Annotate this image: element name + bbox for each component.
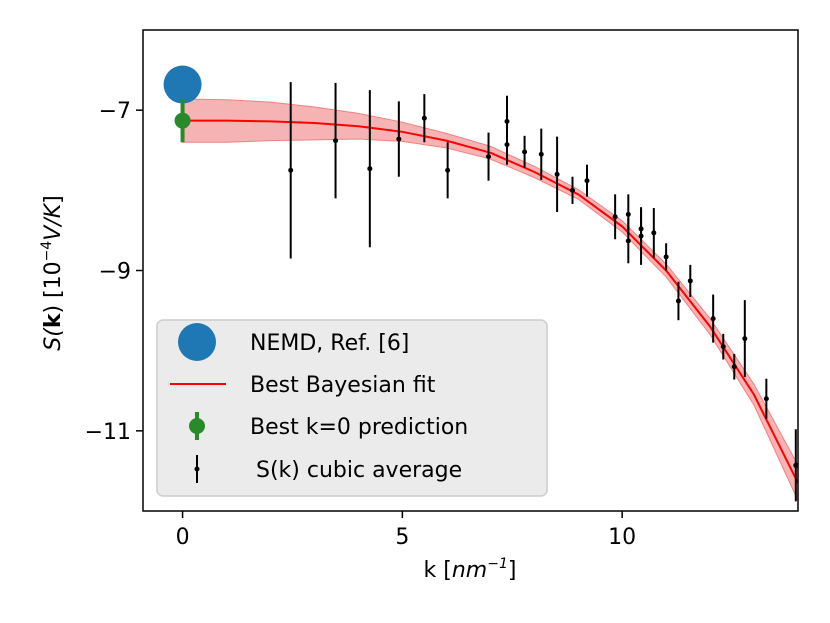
average-point-24 (720, 344, 726, 350)
average-point-5 (445, 167, 451, 173)
average-point-13 (584, 178, 590, 184)
average-point-8 (504, 142, 510, 148)
fit-line (182, 119, 798, 484)
legend: NEMD, Ref. [6] Best Bayesian fit Best k=… (156, 319, 548, 497)
average-point-26 (742, 336, 748, 342)
average-point-15 (625, 211, 631, 217)
legend-label-fit: Best Bayesian fit (250, 373, 436, 398)
average-point-27 (763, 396, 769, 402)
average-point-20 (663, 254, 669, 260)
legend-frame (156, 319, 548, 497)
y-axis-title: S(k) [10−4V/K] (39, 195, 66, 350)
prediction-point (174, 112, 191, 129)
average-point-2 (367, 166, 373, 172)
x-tick-label-0: 0 (176, 525, 190, 550)
average-point-4 (421, 115, 427, 121)
legend-average-marker (194, 466, 200, 472)
y-tick-label-2: −7 (99, 99, 131, 124)
legend-prediction-marker (189, 418, 205, 434)
average-point-18 (638, 233, 644, 239)
y-tick-label-1: −9 (99, 260, 131, 285)
x-tick-label-2: 10 (608, 525, 636, 550)
fit-confidence-band (182, 98, 798, 501)
average-point-1 (333, 138, 339, 144)
plot-clipped-group (182, 82, 798, 502)
average-point-19 (651, 230, 657, 236)
average-point-28 (793, 462, 798, 468)
average-point-6 (486, 154, 492, 160)
average-point-0 (288, 167, 294, 173)
legend-label-average: S(k) cubic average (256, 458, 462, 483)
average-point-23 (710, 316, 716, 322)
average-point-25 (731, 364, 737, 370)
average-point-22 (687, 278, 693, 284)
average-point-7 (504, 118, 510, 124)
average-point-11 (554, 171, 560, 177)
average-point-12 (569, 187, 575, 193)
legend-label-prediction: Best k=0 prediction (250, 415, 468, 440)
average-point-21 (675, 298, 681, 304)
average-point-10 (538, 151, 544, 157)
y-tick-label-0: −11 (85, 420, 131, 445)
average-point-16 (625, 238, 631, 244)
x-tick-label-1: 5 (395, 525, 409, 550)
plot-area (163, 65, 798, 502)
average-point-3 (396, 136, 402, 142)
legend-nemd-marker (178, 323, 216, 361)
average-point-9 (522, 149, 528, 155)
x-axis-title: k [nm−1] (424, 556, 517, 583)
nemd-point (163, 65, 202, 104)
average-point-14 (612, 214, 618, 220)
legend-label-nemd: NEMD, Ref. [6] (250, 331, 409, 356)
axes: 0 5 10 −11 −9 −7 (85, 29, 799, 550)
